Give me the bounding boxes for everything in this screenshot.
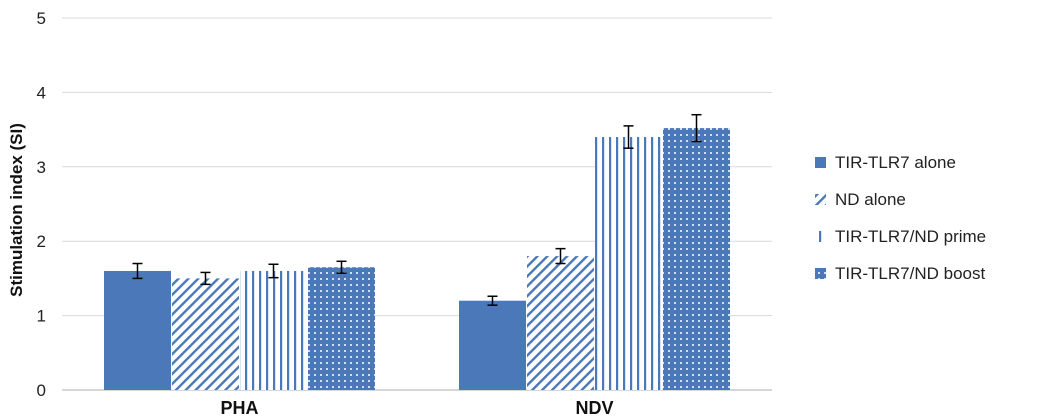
y-axis-title: Stimulation index (SI) bbox=[7, 123, 26, 297]
x-category-label: NDV bbox=[575, 398, 613, 418]
bar-ndv-2 bbox=[527, 256, 594, 390]
legend-label: TIR-TLR7/ND prime bbox=[835, 227, 986, 246]
y-tick-label: 3 bbox=[37, 158, 46, 177]
bar-pha-4 bbox=[308, 267, 375, 390]
bar-ndv-4 bbox=[663, 128, 730, 390]
error-bars bbox=[132, 113, 702, 306]
x-category-label: PHA bbox=[220, 398, 258, 418]
legend-item: ND alone bbox=[815, 190, 906, 209]
y-tick-label: 2 bbox=[37, 232, 46, 251]
bar-pha-2 bbox=[172, 278, 239, 390]
bar-pha-3 bbox=[240, 270, 307, 390]
y-tick-label: 4 bbox=[37, 83, 46, 102]
y-tick-label: 1 bbox=[37, 307, 46, 326]
error-bar bbox=[487, 295, 498, 306]
legend-label: ND alone bbox=[835, 190, 906, 209]
error-bar bbox=[132, 262, 143, 280]
error-bar bbox=[555, 247, 566, 265]
legend-label: TIR-TLR7 alone bbox=[835, 153, 956, 172]
error-bar bbox=[268, 263, 279, 279]
legend-item: TIR-TLR7 alone bbox=[815, 153, 956, 172]
error-bar bbox=[623, 125, 634, 149]
bar-ndv-1 bbox=[459, 300, 526, 390]
error-bar bbox=[691, 113, 702, 143]
legend: TIR-TLR7 alone ND alone TIR-TLR7/ND prime T… bbox=[815, 153, 986, 283]
y-tick-label: 0 bbox=[37, 381, 46, 400]
bar-ndv-3 bbox=[595, 137, 662, 390]
legend-swatch bbox=[815, 194, 826, 205]
legend-swatch bbox=[815, 157, 826, 168]
bar-pha-1 bbox=[104, 270, 171, 390]
legend-swatch bbox=[815, 231, 826, 242]
axis-labels: 0 1 2 3 4 5 PHA NDV bbox=[37, 9, 614, 418]
legend-label: TIR-TLR7/ND boost bbox=[835, 264, 985, 283]
legend-item: TIR-TLR7/ND boost bbox=[815, 264, 985, 283]
error-bar bbox=[200, 271, 211, 286]
y-tick-label: 5 bbox=[37, 9, 46, 28]
error-bar bbox=[336, 260, 347, 274]
legend-item: TIR-TLR7/ND prime bbox=[815, 227, 986, 246]
legend-swatch bbox=[815, 268, 826, 279]
bars bbox=[104, 128, 730, 390]
